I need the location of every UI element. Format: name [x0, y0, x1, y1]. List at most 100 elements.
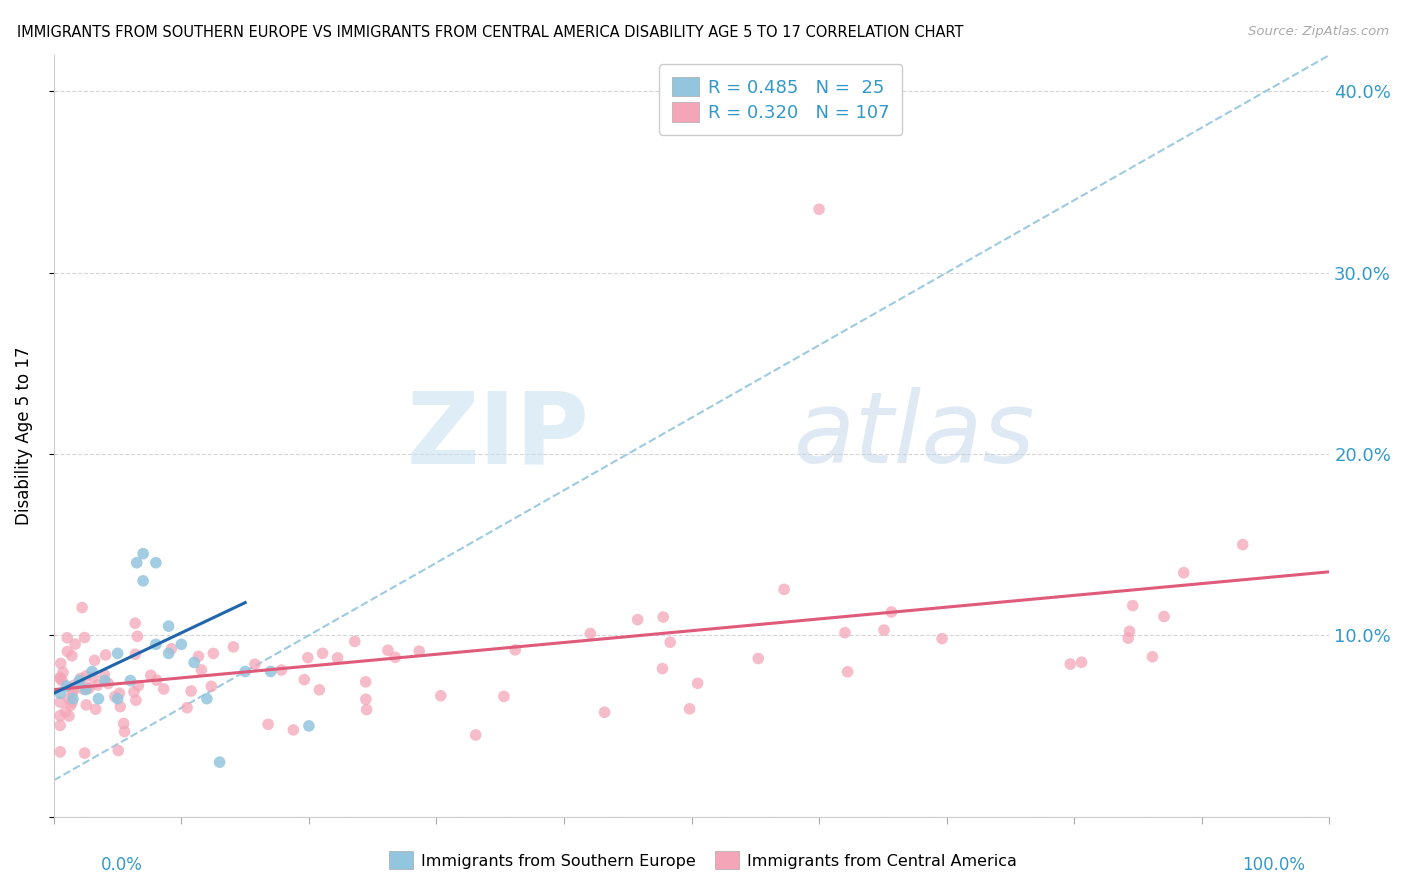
Point — [69, 671, 91, 685]
Point — [1070, 655, 1092, 669]
Point — [107, 691, 129, 706]
Point — [176, 700, 198, 714]
Point — [84, 702, 107, 716]
Point — [107, 743, 129, 757]
Point — [72, 681, 94, 696]
Point — [1232, 538, 1254, 552]
Point — [145, 556, 167, 570]
Point — [384, 650, 406, 665]
Point — [157, 619, 180, 633]
Point — [49, 671, 72, 685]
Point — [659, 635, 682, 649]
Point — [75, 669, 97, 683]
Point — [49, 672, 72, 686]
Point — [183, 656, 205, 670]
Point — [243, 657, 266, 672]
Point — [62, 691, 84, 706]
Point — [297, 650, 319, 665]
Point — [1118, 624, 1140, 639]
Point — [326, 651, 349, 665]
Point — [77, 681, 100, 696]
Point — [1153, 609, 1175, 624]
Point — [122, 685, 145, 699]
Text: Source: ZipAtlas.com: Source: ZipAtlas.com — [1249, 25, 1389, 38]
Point — [75, 698, 97, 712]
Point — [292, 673, 315, 687]
Point — [222, 640, 245, 654]
Point — [931, 632, 953, 646]
Point — [260, 665, 283, 679]
Point — [56, 644, 79, 658]
Point — [579, 626, 602, 640]
Point — [75, 682, 97, 697]
Point — [152, 681, 174, 696]
Point — [356, 703, 378, 717]
Point — [208, 755, 231, 769]
Point — [200, 679, 222, 693]
Point — [49, 686, 72, 700]
Point — [354, 674, 377, 689]
Point — [202, 647, 225, 661]
Point — [127, 629, 149, 643]
Point — [97, 676, 120, 690]
Point — [58, 709, 80, 723]
Point — [652, 610, 675, 624]
Point — [63, 637, 86, 651]
Point — [343, 634, 366, 648]
Legend: Immigrants from Southern Europe, Immigrants from Central America: Immigrants from Southern Europe, Immigra… — [381, 844, 1025, 877]
Point — [311, 646, 333, 660]
Point — [60, 695, 83, 709]
Point — [127, 679, 149, 693]
Point — [124, 616, 146, 631]
Point — [627, 613, 650, 627]
Point — [880, 605, 903, 619]
Point — [60, 648, 83, 663]
Point — [87, 691, 110, 706]
Point — [430, 689, 453, 703]
Point — [94, 648, 117, 662]
Point — [190, 663, 212, 677]
Point — [233, 665, 256, 679]
Point — [108, 686, 131, 700]
Point — [354, 692, 377, 706]
Point — [49, 657, 72, 671]
Point — [145, 637, 167, 651]
Point — [170, 637, 193, 651]
Y-axis label: Disability Age 5 to 17: Disability Age 5 to 17 — [15, 347, 32, 525]
Point — [747, 651, 769, 665]
Point — [125, 556, 148, 570]
Point — [1116, 631, 1139, 645]
Point — [298, 719, 321, 733]
Point — [82, 670, 104, 684]
Point — [107, 646, 129, 660]
Point — [62, 684, 84, 698]
Point — [51, 673, 73, 688]
Point — [651, 661, 673, 675]
Point — [73, 631, 96, 645]
Point — [160, 641, 183, 656]
Point — [112, 716, 135, 731]
Point — [503, 643, 526, 657]
Point — [93, 667, 115, 681]
Point — [62, 678, 84, 692]
Point — [145, 673, 167, 688]
Point — [60, 684, 83, 698]
Point — [55, 705, 77, 719]
Text: atlas: atlas — [793, 387, 1035, 484]
Point — [49, 695, 72, 709]
Point — [124, 648, 146, 662]
Point — [377, 643, 399, 657]
Point — [94, 673, 117, 688]
Point — [55, 679, 77, 693]
Point — [132, 547, 155, 561]
Point — [73, 746, 96, 760]
Point — [408, 644, 430, 658]
Point — [58, 691, 80, 706]
Point — [837, 665, 859, 679]
Point — [132, 574, 155, 588]
Point — [67, 673, 90, 688]
Point — [834, 625, 856, 640]
Point — [52, 665, 75, 680]
Point — [70, 600, 93, 615]
Text: ZIP: ZIP — [406, 387, 589, 484]
